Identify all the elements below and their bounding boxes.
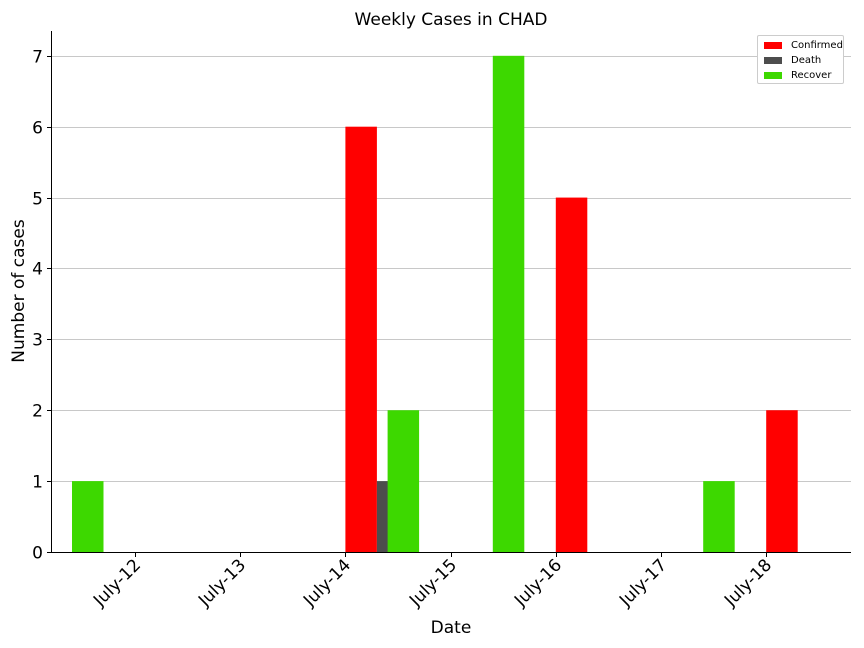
y-tick-label: 0 bbox=[32, 544, 43, 564]
y-tick-label: 7 bbox=[32, 48, 43, 68]
legend-swatch-recover bbox=[764, 71, 782, 79]
legend-item-recover: Recover bbox=[764, 69, 831, 81]
bar-recover-july-12 bbox=[72, 481, 104, 552]
bar-recover-july-15 bbox=[387, 410, 420, 552]
legend-swatch-confirmed bbox=[764, 41, 782, 49]
x-tick-label: July-13 bbox=[194, 555, 250, 611]
x-ticks: July-12 July-13 July-14 July-15 July-16 July-… bbox=[89, 552, 776, 611]
x-tick-label: July-16 bbox=[510, 555, 566, 611]
legend: Confirmed Death Recover bbox=[757, 35, 844, 84]
legend-label-recover: Recover bbox=[791, 69, 832, 81]
legend-item-confirmed: Confirmed bbox=[764, 39, 843, 51]
chart-title: Weekly Cases in CHAD bbox=[355, 10, 548, 30]
x-tick-label: July-15 bbox=[405, 555, 461, 611]
y-tick-label: 3 bbox=[32, 331, 43, 351]
bar-recover-july-18 bbox=[703, 481, 735, 552]
bar-confirmed-july-16 bbox=[555, 197, 588, 552]
legend-swatch-death bbox=[764, 56, 782, 64]
x-tick-label: July-17 bbox=[615, 555, 671, 611]
bar-recover-july-16 bbox=[492, 55, 525, 553]
bars bbox=[72, 55, 798, 553]
y-axis-label: Number of cases bbox=[9, 219, 29, 363]
bar-confirmed-july-18 bbox=[766, 410, 798, 552]
y-tick-label: 5 bbox=[32, 190, 43, 210]
y-tick-label: 6 bbox=[32, 119, 43, 139]
legend-label-confirmed: Confirmed bbox=[791, 39, 843, 51]
x-tick-label: July-14 bbox=[299, 555, 355, 611]
legend-label-death: Death bbox=[791, 54, 822, 66]
bar-confirmed-july-14 bbox=[345, 126, 377, 552]
x-tick-label: July-12 bbox=[89, 555, 145, 611]
x-axis-label: Date bbox=[431, 618, 472, 638]
legend-item-death: Death bbox=[764, 54, 821, 66]
x-tick-label: July-18 bbox=[720, 555, 776, 611]
y-tick-label: 4 bbox=[32, 260, 43, 280]
y-tick-label: 2 bbox=[32, 402, 43, 422]
y-ticks: 0 1 2 3 4 5 6 7 bbox=[32, 48, 51, 564]
y-tick-label: 1 bbox=[32, 473, 43, 493]
gridlines bbox=[51, 56, 851, 482]
axes bbox=[51, 31, 851, 553]
